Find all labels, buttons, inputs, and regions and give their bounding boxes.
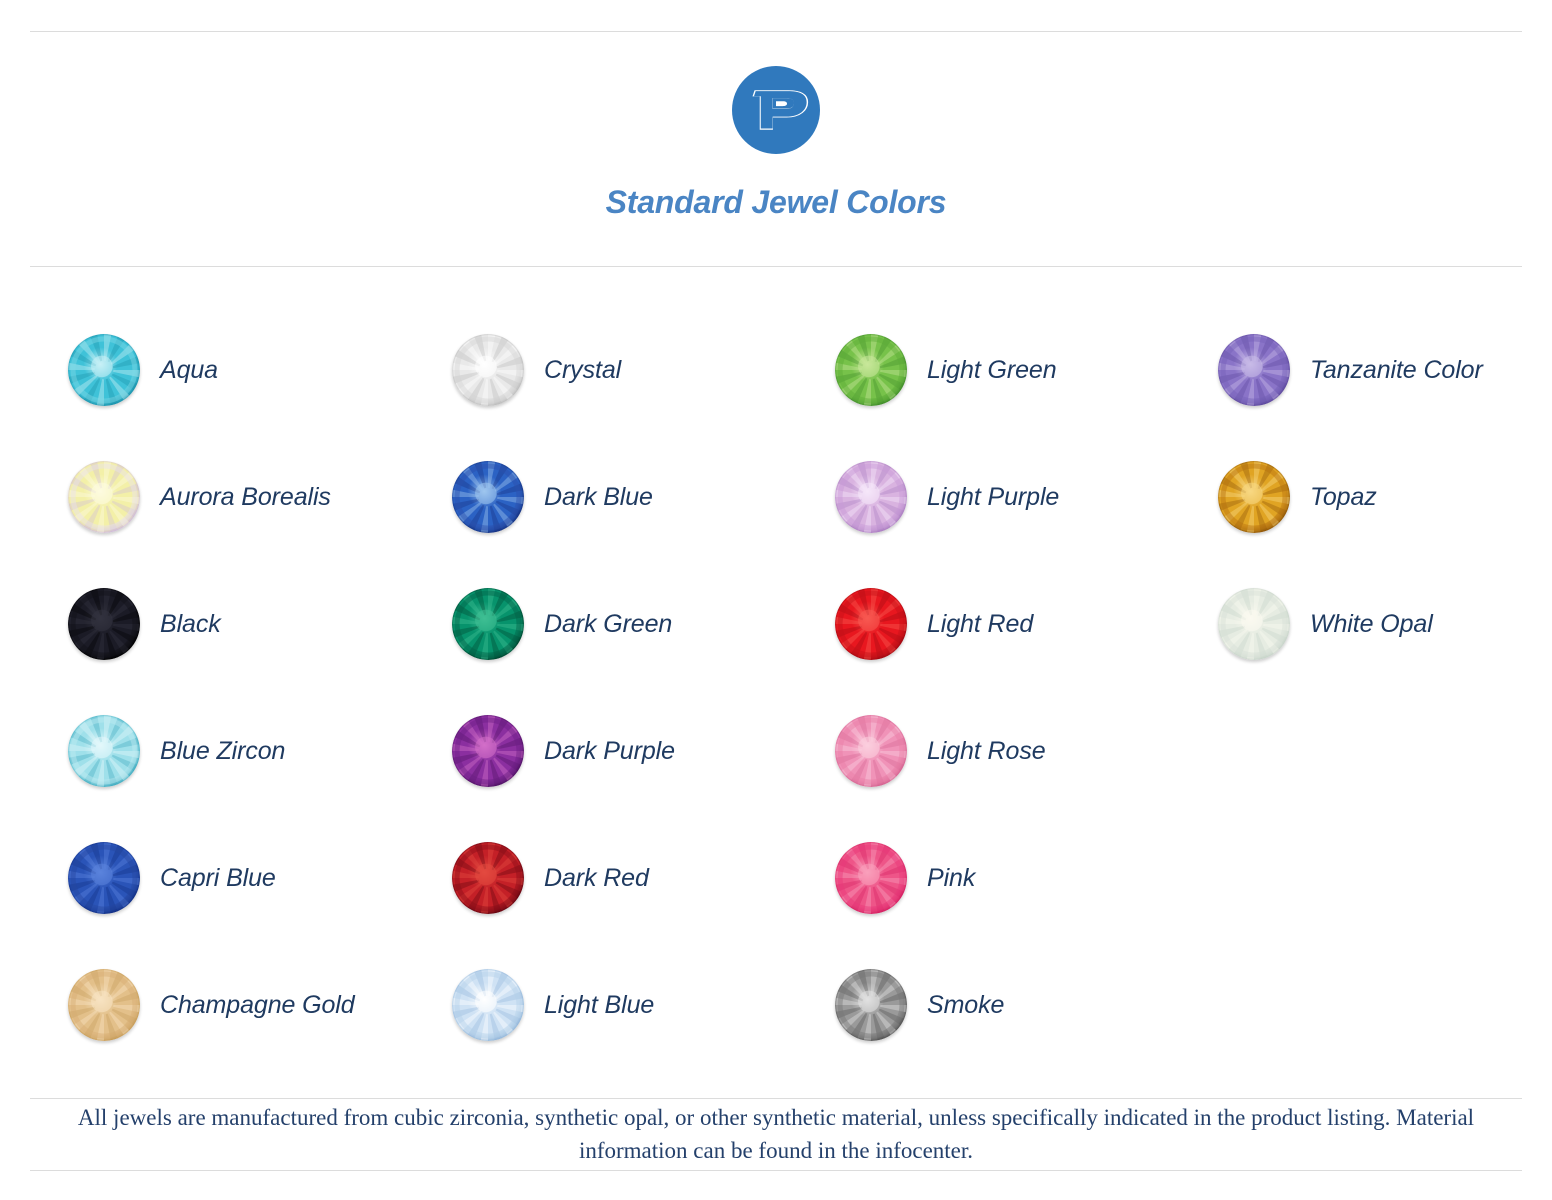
jewel-swatch-icon (835, 969, 907, 1041)
jewel-label: Light Purple (927, 482, 1060, 511)
jewel-swatch-icon (68, 969, 140, 1041)
jewel-label: Light Green (927, 355, 1057, 384)
jewel-swatch-icon (68, 842, 140, 914)
divider-top (30, 31, 1522, 32)
jewel-swatch-icon (452, 334, 524, 406)
jewel-label: Tanzanite Color (1310, 355, 1483, 384)
jewel-item[interactable]: Aqua (68, 332, 218, 408)
jewel-item[interactable]: Tanzanite Color (1218, 332, 1483, 408)
jewel-label: Pink (927, 863, 976, 892)
jewel-item[interactable]: Dark Red (452, 840, 649, 916)
jewel-label: Light Rose (927, 736, 1046, 765)
divider-below-footer (30, 1170, 1522, 1171)
jewel-swatch-icon (68, 461, 140, 533)
jewel-item[interactable]: Topaz (1218, 459, 1377, 535)
jewel-swatch-icon (835, 461, 907, 533)
jewel-item[interactable]: Blue Zircon (68, 713, 285, 789)
jewel-item[interactable]: Light Red (835, 586, 1033, 662)
jewel-label: Champagne Gold (160, 990, 355, 1019)
jewel-swatch-icon (452, 715, 524, 787)
footer-disclaimer: All jewels are manufactured from cubic z… (30, 1099, 1522, 1170)
divider-under-header (30, 266, 1522, 267)
jewel-item[interactable]: Dark Blue (452, 459, 653, 535)
jewel-item[interactable]: Aurora Borealis (68, 459, 331, 535)
jewel-item[interactable]: Light Green (835, 332, 1057, 408)
jewel-label: Topaz (1310, 482, 1377, 511)
jewel-label: Light Blue (544, 990, 655, 1019)
jewel-swatch-icon (835, 588, 907, 660)
jewel-item[interactable]: Capri Blue (68, 840, 276, 916)
jewel-item[interactable]: White Opal (1218, 586, 1433, 662)
jewel-swatch-icon (452, 842, 524, 914)
jewel-label: Smoke (927, 990, 1005, 1019)
jewel-item[interactable]: Champagne Gold (68, 967, 355, 1043)
jewel-swatch-icon (1218, 461, 1290, 533)
jewel-swatch-icon (68, 715, 140, 787)
jewel-swatch-icon (452, 461, 524, 533)
page-title: Standard Jewel Colors (605, 184, 947, 220)
jewel-label: Light Red (927, 609, 1034, 638)
jewel-label: Dark Red (544, 863, 649, 892)
jewel-item[interactable]: Crystal (452, 332, 621, 408)
footer-disclaimer-text: All jewels are manufactured from cubic z… (77, 1104, 1475, 1163)
page-header: Standard Jewel Colors (0, 32, 1552, 266)
jewel-item[interactable]: Light Blue (452, 967, 654, 1043)
jewel-swatch-icon (1218, 334, 1290, 406)
jewel-label: Crystal (544, 355, 622, 384)
jewel-label: Dark Blue (544, 482, 653, 511)
p-monogram-logo-icon (732, 66, 820, 154)
divider-above-footer (30, 1098, 1522, 1099)
jewel-label: Blue Zircon (160, 736, 286, 765)
jewel-label: Capri Blue (160, 863, 276, 892)
jewel-swatch-icon (68, 588, 140, 660)
jewel-label: Aurora Borealis (160, 482, 331, 511)
jewel-item[interactable]: Black (68, 586, 221, 662)
jewel-item[interactable]: Light Rose (835, 713, 1046, 789)
jewel-swatch-icon (835, 334, 907, 406)
jewel-item[interactable]: Smoke (835, 967, 1004, 1043)
jewel-label: Dark Purple (544, 736, 675, 765)
jewel-label: Black (160, 609, 221, 638)
jewel-label: Dark Green (544, 609, 673, 638)
jewel-swatch-icon (68, 334, 140, 406)
jewel-swatch-icon (452, 969, 524, 1041)
jewel-item[interactable]: Light Purple (835, 459, 1059, 535)
jewel-swatch-icon (835, 842, 907, 914)
jewel-swatch-icon (452, 588, 524, 660)
jewel-color-grid: Aqua Aurora Borealis Black Blue Zircon Capri… (0, 318, 1552, 1088)
jewel-item[interactable]: Pink (835, 840, 975, 916)
jewel-item[interactable]: Dark Purple (452, 713, 675, 789)
jewel-label: White Opal (1310, 609, 1433, 638)
jewel-item[interactable]: Dark Green (452, 586, 672, 662)
jewel-swatch-icon (1218, 588, 1290, 660)
jewel-swatch-icon (835, 715, 907, 787)
jewel-label: Aqua (160, 355, 218, 384)
